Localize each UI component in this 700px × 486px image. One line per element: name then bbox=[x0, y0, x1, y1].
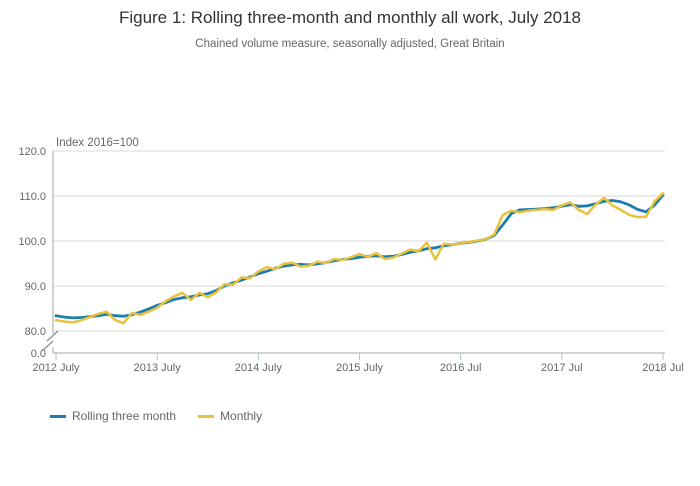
x-tick-label: 2017 Jul bbox=[541, 362, 583, 374]
x-tick-label: 2018 Jul bbox=[642, 362, 684, 374]
y-tick-label: 80.0 bbox=[25, 326, 46, 338]
x-tick-label: 2013 July bbox=[134, 362, 182, 374]
x-tick-label: 2014 July bbox=[235, 362, 283, 374]
y-tick-label: 110.0 bbox=[19, 191, 46, 203]
figure-subtitle: Chained volume measure, seasonally adjus… bbox=[195, 38, 505, 50]
legend-item-rolling-three-month[interactable]: Rolling three month bbox=[50, 409, 176, 423]
rolling-three-month-swatch bbox=[50, 414, 66, 418]
axis-break-icon bbox=[41, 340, 54, 352]
gridlines bbox=[53, 150, 665, 332]
y-tick-label: 90.0 bbox=[25, 281, 46, 293]
rolling-three-month-legend-label: Rolling three month bbox=[72, 409, 177, 423]
legend: Rolling three month Monthly bbox=[50, 409, 284, 423]
monthly-line bbox=[54, 192, 665, 325]
legend-item-monthly[interactable]: Monthly bbox=[198, 409, 262, 423]
x-tick-label: 2012 July bbox=[32, 362, 80, 374]
y-axis-title: Index 2016=100 bbox=[56, 137, 139, 149]
figure-title: Figure 1: Rolling three-month and monthl… bbox=[118, 8, 582, 27]
series-lines bbox=[54, 192, 665, 325]
axis-break-icon bbox=[46, 330, 59, 342]
x-tick-label: 2016 Jul bbox=[440, 362, 482, 374]
y-tick-label: 120.0 bbox=[18, 146, 46, 158]
x-tick-label: 2015 July bbox=[336, 362, 384, 374]
monthly-swatch bbox=[198, 414, 215, 418]
line-chart: Index 2016=100 120.0110.0100.090.080.00.… bbox=[18, 137, 683, 374]
y-tick-label: 100.0 bbox=[18, 236, 46, 248]
rolling-three-month-line bbox=[54, 193, 665, 320]
monthly-legend-label: Monthly bbox=[220, 409, 263, 423]
